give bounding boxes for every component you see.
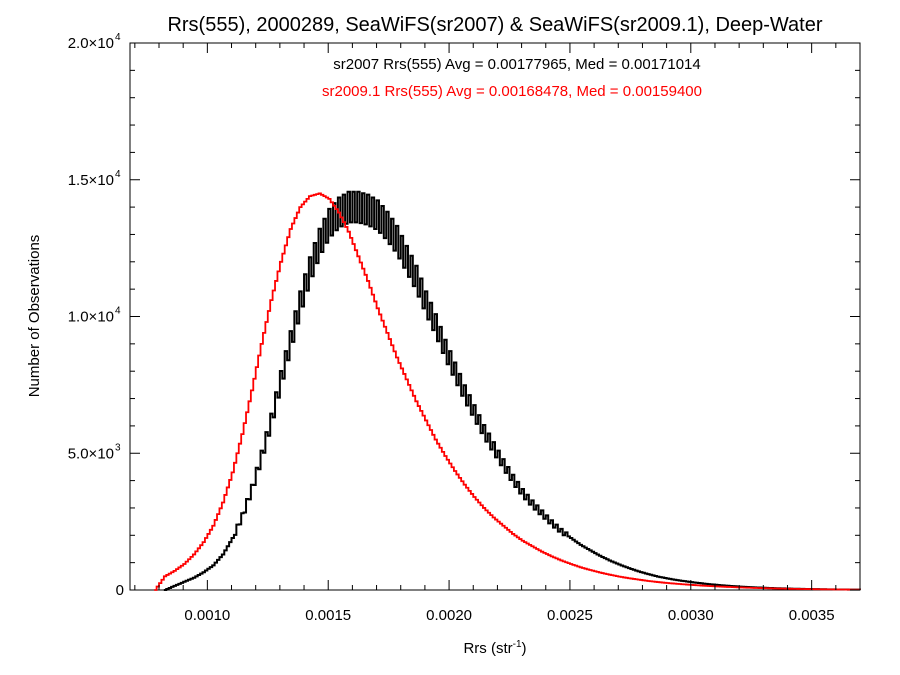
y-axis-ticks: 05.0×10 31.0×10 41.5×10 42.0×10 4 xyxy=(68,32,860,599)
plot-area: 0.0010 0.0015 0.0020 0.0025 0.0030 0.0035 0 5.… xyxy=(68,32,861,624)
y-tick-label-exponent: 3 xyxy=(115,442,121,453)
x-tick-label: 0.0035 xyxy=(789,607,835,624)
y-tick-label-exponent: 4 xyxy=(115,32,121,43)
y-tick-label: 0 xyxy=(116,582,124,599)
y-tick-label: 1.5×10 xyxy=(68,172,114,189)
x-axis-label-sup: -1 xyxy=(513,639,522,650)
series-sr2007-line xyxy=(163,190,861,591)
x-tick-label: 0.0030 xyxy=(668,607,714,624)
x-axis-label-tail: ) xyxy=(522,640,527,657)
chart-title: Rrs(555), 2000289, SeaWiFS(sr2007) & Sea… xyxy=(167,14,822,36)
y-tick-label-exponent: 4 xyxy=(115,306,121,317)
series-sr2009-1-line xyxy=(154,192,861,591)
series-layer xyxy=(154,190,861,591)
x-axis-label: Rrs (str-1) xyxy=(463,639,526,657)
x-axis-ticks: 0.0010 0.0015 0.0020 0.0025 0.0030 0.0035 xyxy=(134,43,861,624)
y-tick-label: 2.0×10 xyxy=(68,35,114,52)
annotation-sr2007: sr2007 Rrs(555) Avg = 0.00177965, Med = … xyxy=(333,56,701,73)
plot-frame xyxy=(129,42,861,591)
y-axis-label: Number of Observations xyxy=(26,235,43,398)
x-axis-label-base: Rrs (str xyxy=(463,640,512,657)
x-tick-label: 0.0010 xyxy=(184,607,230,624)
annotation-sr2009-1: sr2009.1 Rrs(555) Avg = 0.00168478, Med … xyxy=(322,83,702,100)
x-tick-label: 0.0025 xyxy=(547,607,593,624)
y-tick-label: 5.0×10 xyxy=(68,445,114,462)
y-tick-label-exponent: 4 xyxy=(115,169,121,180)
x-tick-label: 0.0015 xyxy=(305,607,351,624)
x-tick-label: 0.0020 xyxy=(426,607,472,624)
y-tick-label: 1.0×10 xyxy=(68,309,114,326)
